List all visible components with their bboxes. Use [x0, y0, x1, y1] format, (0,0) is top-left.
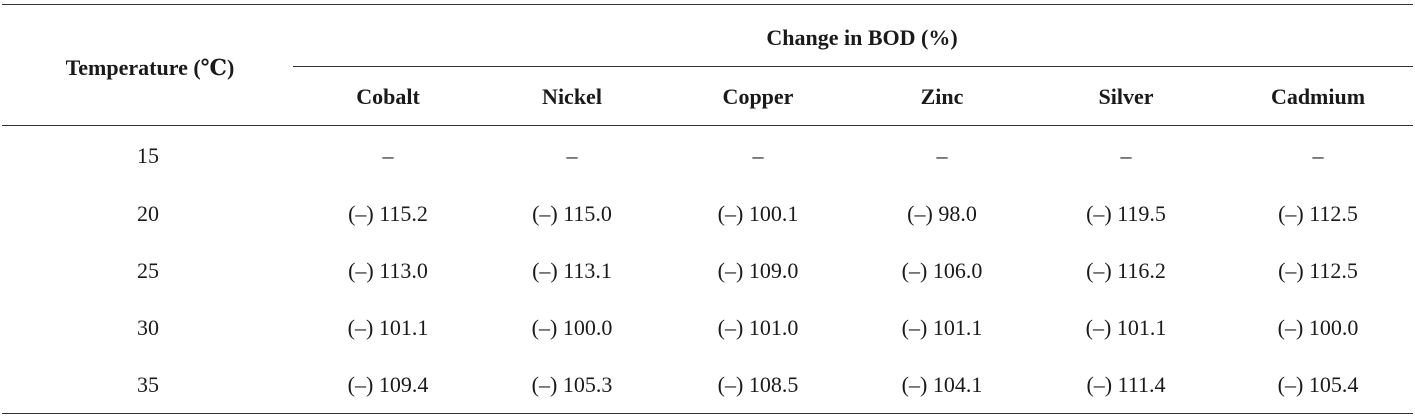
- table-cell: (–) 112.5: [1278, 201, 1358, 226]
- table-cell: (–) 112.5: [1278, 258, 1358, 283]
- temperature-header: Temperature (℃): [65, 55, 235, 80]
- group-header-rule: [293, 66, 1413, 67]
- temperature-cell: 30: [137, 315, 159, 340]
- table-cell: (–) 119.5: [1086, 201, 1166, 226]
- table-cell: –: [566, 143, 578, 168]
- table-cell: (–) 109.0: [717, 258, 799, 283]
- table-cell: (–) 115.0: [532, 201, 612, 226]
- table-cell: (–) 105.3: [531, 372, 613, 397]
- table-cell: (–) 100.0: [1277, 315, 1359, 340]
- column-header-zinc: Zinc: [920, 84, 964, 109]
- table-cell: –: [752, 143, 764, 168]
- column-header-nickel: Nickel: [542, 84, 602, 109]
- temperature-cell: 35: [137, 372, 159, 397]
- column-header-copper: Copper: [722, 84, 794, 109]
- change-in-bod-header: Change in BOD (%): [766, 25, 958, 50]
- column-header-silver: Silver: [1098, 84, 1154, 109]
- table-cell: (–) 116.2: [1086, 258, 1166, 283]
- table-cell: (–) 100.1: [717, 201, 799, 226]
- table-bottom-rule: [2, 413, 1413, 414]
- table-cell: (–) 104.1: [901, 372, 983, 397]
- table-cell: (–) 105.4: [1277, 372, 1359, 397]
- table-cell: (–) 101.0: [717, 315, 799, 340]
- temperature-cell: 20: [137, 201, 159, 226]
- table-cell: (–) 115.2: [348, 201, 428, 226]
- table-cell: (–) 109.4: [347, 372, 429, 397]
- table-cell: (–) 106.0: [901, 258, 983, 283]
- table-cell: (–) 101.1: [347, 315, 429, 340]
- temperature-cell: 15: [137, 143, 159, 168]
- table-cell: (–) 113.1: [532, 258, 612, 283]
- table-cell: (–) 108.5: [717, 372, 799, 397]
- table-cell: –: [1312, 143, 1324, 168]
- table-cell: (–) 111.4: [1086, 372, 1166, 397]
- table-cell: (–) 113.0: [348, 258, 428, 283]
- table-cell: –: [1120, 143, 1132, 168]
- table-cell: –: [382, 143, 394, 168]
- table-cell: (–) 101.1: [901, 315, 983, 340]
- column-header-cadmium: Cadmium: [1270, 84, 1366, 109]
- table-cell: (–) 98.0: [907, 201, 977, 226]
- table-cell: –: [936, 143, 948, 168]
- column-header-cobalt: Cobalt: [356, 84, 420, 109]
- table-top-rule: [2, 4, 1413, 5]
- header-bottom-rule: [2, 125, 1413, 126]
- table-cell: (–) 100.0: [531, 315, 613, 340]
- table-cell: (–) 101.1: [1085, 315, 1167, 340]
- temperature-cell: 25: [137, 258, 159, 283]
